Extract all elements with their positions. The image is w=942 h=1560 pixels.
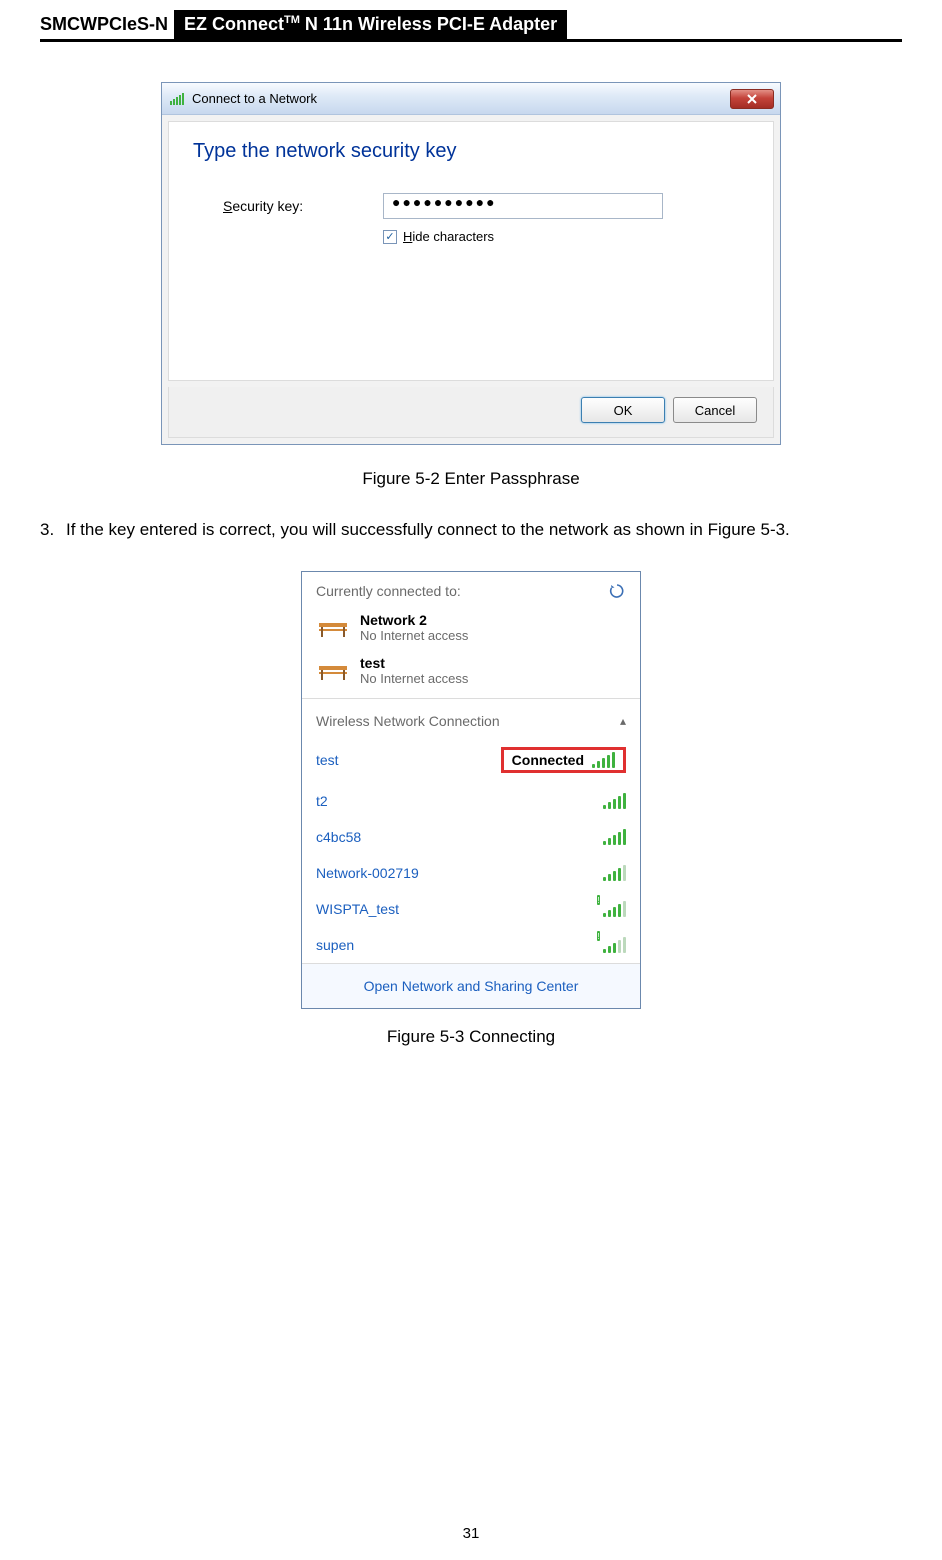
bench-icon — [316, 659, 350, 683]
current-connection-item: test No Internet access — [302, 649, 640, 692]
flyout-header: Currently connected to: — [302, 572, 640, 606]
hide-characters-checkbox[interactable]: ✓ — [383, 230, 397, 244]
network-signal-icon — [168, 90, 186, 108]
network-status: No Internet access — [360, 671, 468, 686]
network-row[interactable]: t2 — [302, 783, 640, 819]
chevron-up-icon[interactable]: ▴ — [620, 714, 626, 728]
signal-icon: ! — [603, 901, 626, 917]
network-name: test — [360, 655, 468, 671]
figure-5-2-caption: Figure 5-2 Enter Passphrase — [40, 469, 902, 489]
signal-icon — [603, 865, 626, 881]
page-number: 31 — [0, 1525, 942, 1542]
ok-button[interactable]: OK — [581, 397, 665, 423]
security-key-label: Security key: — [223, 198, 373, 214]
network-row[interactable]: Network-002719 — [302, 855, 640, 891]
dialog-heading: Type the network security key — [193, 140, 749, 163]
shield-badge-icon: ! — [597, 931, 600, 941]
network-name: Network 2 — [360, 612, 468, 628]
figure-5-3-caption: Figure 5-3 Connecting — [40, 1027, 902, 1047]
signal-icon — [592, 752, 615, 768]
close-icon — [747, 94, 757, 104]
cancel-button[interactable]: Cancel — [673, 397, 757, 423]
open-network-center-link[interactable]: Open Network and Sharing Center — [302, 963, 640, 1008]
step-3-text: 3.If the key entered is correct, you wil… — [40, 513, 902, 547]
dialog-button-row: OK Cancel — [168, 387, 774, 438]
current-connection-item: Network 2 No Internet access — [302, 606, 640, 649]
refresh-icon[interactable] — [608, 582, 626, 600]
header-model: SMCWPCIeS-N — [40, 14, 174, 35]
header-product: EZ ConnectTM N 11n Wireless PCI-E Adapte… — [174, 10, 567, 39]
network-flyout: Currently connected to: Network 2 N — [301, 571, 641, 1009]
connect-network-dialog: Connect to a Network Type the network se… — [161, 82, 781, 445]
hide-characters-label: Hide characters — [403, 229, 494, 244]
security-key-input[interactable]: ●●●●●●●●●● — [383, 193, 663, 219]
connected-highlight: Connected — [501, 747, 626, 773]
network-row[interactable]: WISPTA_test ! — [302, 891, 640, 927]
bench-icon — [316, 616, 350, 640]
shield-badge-icon: ! — [597, 895, 600, 905]
signal-icon: ! — [603, 937, 626, 953]
network-row-test[interactable]: test Connected — [302, 737, 640, 783]
network-row[interactable]: supen ! — [302, 927, 640, 963]
close-button[interactable] — [730, 89, 774, 109]
network-row[interactable]: c4bc58 — [302, 819, 640, 855]
wireless-section-header: Wireless Network Connection ▴ — [302, 705, 640, 737]
document-header: SMCWPCIeS-N EZ ConnectTM N 11n Wireless … — [40, 10, 902, 42]
network-status: No Internet access — [360, 628, 468, 643]
dialog-titlebar: Connect to a Network — [162, 83, 780, 115]
divider — [302, 698, 640, 699]
dialog-body: Type the network security key Security k… — [168, 121, 774, 381]
signal-icon — [603, 793, 626, 809]
dialog-title: Connect to a Network — [192, 91, 730, 106]
signal-icon — [603, 829, 626, 845]
